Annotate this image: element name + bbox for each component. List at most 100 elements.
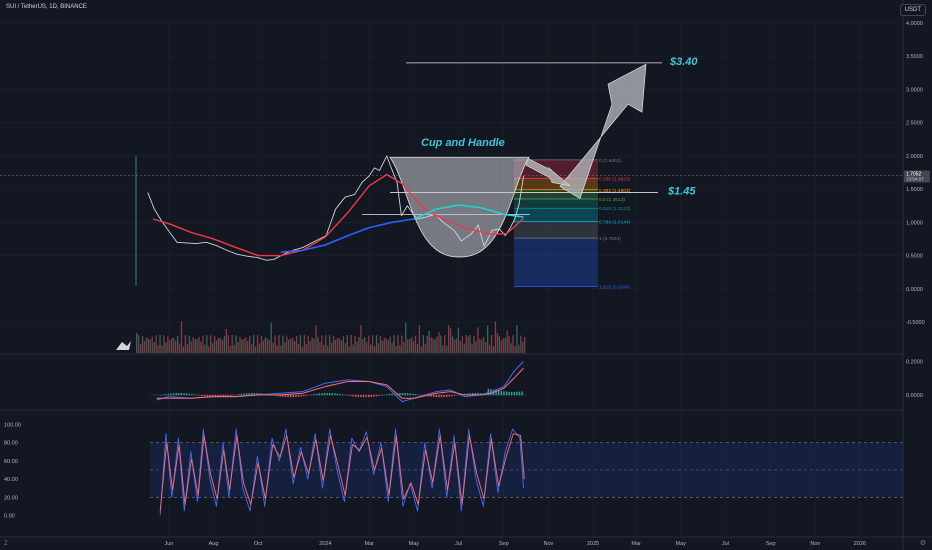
volume-bar — [221, 340, 224, 353]
volume-bar — [184, 335, 187, 353]
fib-label: 0.236 (1.6623) — [599, 176, 631, 182]
macd-histogram-bar — [336, 393, 339, 396]
macd-histogram-bar — [352, 394, 354, 397]
volume-bar — [340, 340, 343, 353]
gear-icon[interactable]: ⚙ — [919, 540, 926, 547]
volume-bar — [506, 330, 508, 353]
macd-histogram-bar — [284, 394, 287, 398]
volume-bar — [444, 335, 446, 353]
macd-histogram-bar — [339, 393, 341, 396]
volume-bar — [171, 338, 173, 353]
macd-histogram-bar — [305, 394, 307, 396]
macd-histogram-bar — [310, 394, 313, 396]
volume-bar — [272, 342, 274, 353]
macd-histogram-bar — [451, 394, 453, 397]
macd-histogram-bar — [183, 393, 185, 396]
macd-histogram-bar — [435, 394, 437, 398]
volume-bar — [364, 337, 366, 353]
volume-bar — [430, 337, 432, 353]
macd-histogram-bar — [443, 394, 445, 398]
time-tick-label: May — [676, 541, 687, 547]
macd-histogram-bar — [508, 391, 510, 396]
volume-bar — [350, 335, 352, 353]
price-tick-label: -0.5000 — [906, 320, 925, 326]
volume-bar — [188, 335, 190, 353]
macd-histogram-bar — [370, 394, 372, 397]
volume-bar — [332, 336, 335, 353]
volume-bar — [494, 321, 497, 353]
price-tick-label: 3.0000 — [906, 87, 923, 93]
moving-average-blue — [280, 218, 414, 254]
volume-bar — [409, 338, 411, 353]
macd-histogram-bar — [438, 394, 440, 398]
volume-bar — [504, 337, 506, 353]
volume-bar — [485, 341, 487, 353]
volume-bar — [331, 342, 333, 353]
macd-histogram-bar — [292, 394, 294, 398]
macd-histogram-bar — [191, 393, 193, 396]
volume-bar — [358, 337, 360, 353]
target-arrow — [559, 63, 647, 199]
macd-histogram-bar — [170, 393, 172, 396]
macd-histogram-bar — [409, 393, 411, 396]
volume-bar — [251, 344, 253, 353]
macd-histogram-bar — [277, 394, 279, 397]
countdown-label: 13:54:07 — [906, 176, 924, 181]
macd-histogram-bar — [479, 393, 482, 396]
volume-bar — [356, 341, 358, 353]
volume-bar — [422, 335, 424, 353]
volume-bar — [288, 339, 290, 353]
macd-histogram-bar — [412, 393, 414, 396]
macd-histogram-bar — [503, 391, 505, 396]
volume-bar — [520, 335, 522, 353]
volume-bar — [175, 340, 177, 353]
currency-badge[interactable]: USDT — [899, 4, 926, 16]
macd-histogram-bar — [253, 392, 255, 396]
volume-bar — [198, 336, 200, 353]
macd-tick-label: 0.0000 — [906, 393, 923, 399]
volume-bar — [346, 335, 348, 353]
macd-histogram-bar — [498, 390, 500, 396]
volume-bar — [301, 346, 304, 353]
volume-bar — [389, 336, 391, 353]
volume-bar — [323, 345, 325, 353]
volume-bar — [426, 335, 428, 353]
volume-bar — [416, 344, 419, 353]
time-tick-label: Oct — [254, 541, 263, 547]
volume-bar — [377, 343, 380, 353]
volume-bar — [385, 338, 387, 353]
symbol-title[interactable]: SUI / TetherUS, 1D, BINANCE — [6, 4, 87, 10]
macd-histogram-bar — [386, 394, 388, 396]
macd-histogram-bar — [417, 394, 419, 396]
macd-histogram-bar — [214, 394, 216, 398]
macd-histogram-bar — [469, 393, 471, 396]
volume-bar — [395, 345, 397, 353]
volume-bar — [139, 343, 142, 353]
volume-bar — [438, 332, 440, 353]
volume-bar — [327, 345, 329, 353]
volume-bar — [243, 338, 245, 353]
volume-bar — [260, 336, 263, 353]
volume-bar — [471, 344, 473, 353]
macd-histogram-bar — [313, 394, 315, 396]
fib-zone — [514, 178, 598, 190]
volume-bar — [153, 342, 155, 353]
volume-bar — [311, 337, 313, 353]
macd-histogram-bar — [362, 394, 365, 398]
volume-bar — [305, 344, 307, 353]
volume-bar — [215, 340, 218, 353]
volume-bar — [352, 344, 354, 353]
stoch-tick-label: 40.00 — [4, 477, 18, 483]
price-tick-label: 2.0000 — [906, 154, 923, 160]
time-tick-label: Sep — [499, 541, 509, 547]
volume-bar — [325, 335, 327, 353]
volume-bar — [412, 341, 415, 353]
price-tick-label: 3.5000 — [906, 54, 923, 60]
time-tick-label: Aug — [209, 541, 219, 547]
volume-bar — [200, 341, 202, 353]
time-tick-label: Sep — [766, 541, 776, 547]
macd-histogram-bar — [186, 393, 188, 396]
macd-histogram-bar — [279, 394, 281, 397]
macd-histogram-bar — [495, 390, 497, 396]
